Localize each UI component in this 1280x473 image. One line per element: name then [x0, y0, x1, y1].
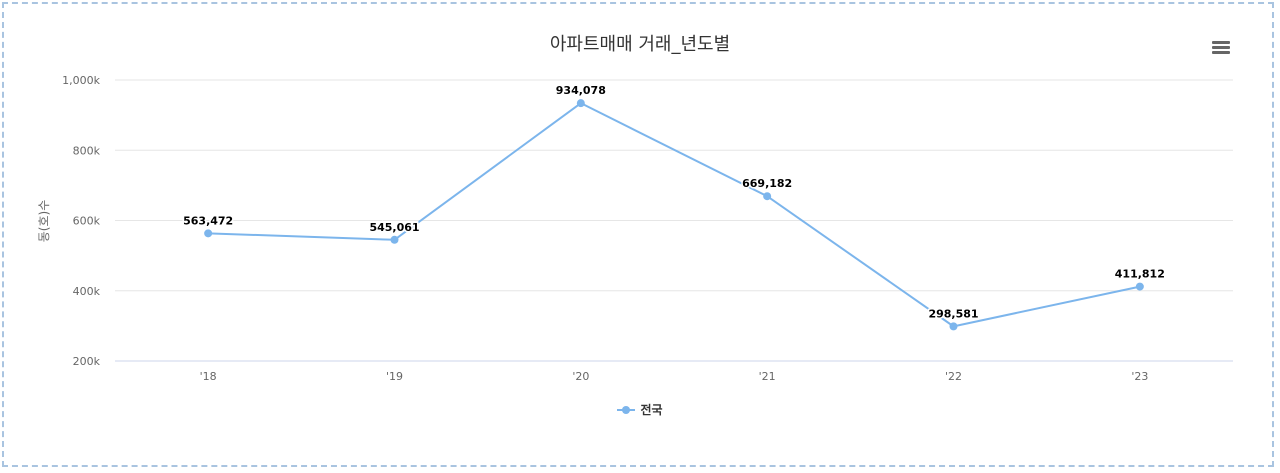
x-tick-label: '23: [1131, 370, 1148, 383]
legend-item-series[interactable]: 전국: [617, 401, 663, 418]
data-point: [949, 322, 958, 331]
chart-container: [2, 2, 1274, 467]
data-label: 298,581: [928, 307, 978, 320]
data-label: 563,472: [183, 214, 233, 227]
data-label: 934,078: [556, 84, 606, 97]
series-line: [208, 102, 1141, 328]
x-tick-label: '18: [200, 370, 217, 383]
y-tick-label: 400k: [73, 285, 101, 298]
legend-line-marker-icon: [617, 405, 636, 414]
x-tick-label: '21: [759, 370, 776, 383]
data-point: [390, 235, 399, 244]
y-tick-label: 200k: [73, 355, 101, 368]
y-tick-label: 800k: [73, 144, 101, 157]
x-tick-label: '22: [945, 370, 962, 383]
x-tick-label: '20: [572, 370, 589, 383]
data-label: 411,812: [1115, 268, 1165, 281]
data-label: 545,061: [369, 221, 419, 234]
data-point: [204, 229, 213, 238]
legend-item-label: 전국: [640, 403, 663, 417]
y-tick-label: 600k: [73, 215, 101, 228]
y-axis-title: 동(호)수: [37, 200, 51, 242]
data-point: [763, 192, 772, 201]
data-point: [576, 99, 585, 108]
chart-title: 아파트매매 거래_년도별: [549, 34, 731, 55]
x-tick-label: '19: [386, 370, 403, 383]
data-label: 669,182: [742, 177, 792, 190]
hamburger-menu-icon[interactable]: [1206, 36, 1236, 60]
legend: 전국: [0, 401, 1280, 418]
y-tick-label: 1,000k: [62, 74, 100, 87]
data-point: [1135, 282, 1144, 291]
